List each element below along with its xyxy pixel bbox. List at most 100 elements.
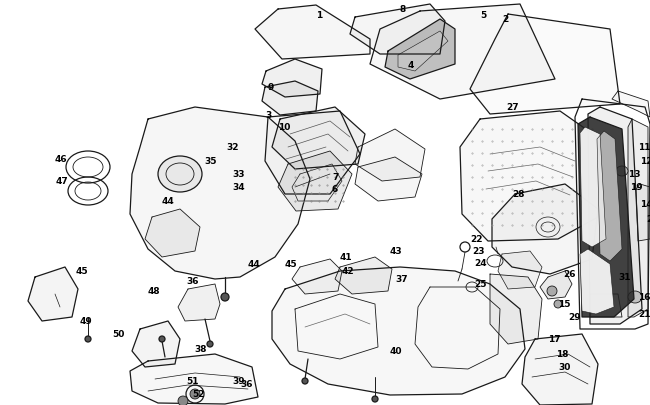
Text: 11: 11	[638, 143, 650, 152]
Text: 45: 45	[285, 260, 298, 269]
Text: 36: 36	[240, 379, 252, 388]
Polygon shape	[470, 15, 620, 115]
Text: 44: 44	[162, 197, 175, 206]
Text: 50: 50	[112, 330, 124, 339]
Text: 21: 21	[638, 310, 650, 319]
Polygon shape	[278, 151, 352, 211]
Text: 30: 30	[558, 362, 571, 371]
Ellipse shape	[628, 291, 642, 303]
Text: 35: 35	[204, 157, 216, 166]
Text: 36: 36	[186, 277, 198, 286]
Text: 15: 15	[558, 300, 571, 309]
Text: 25: 25	[474, 280, 486, 289]
Text: 23: 23	[472, 247, 484, 256]
Ellipse shape	[190, 389, 200, 399]
Polygon shape	[522, 334, 598, 405]
Ellipse shape	[302, 378, 308, 384]
Text: 39: 39	[232, 377, 244, 386]
Polygon shape	[350, 5, 445, 55]
Text: 19: 19	[630, 183, 643, 192]
Polygon shape	[398, 32, 448, 72]
Polygon shape	[540, 271, 572, 299]
Text: 32: 32	[226, 143, 239, 152]
Polygon shape	[492, 185, 598, 274]
Polygon shape	[578, 118, 634, 317]
Text: 31: 31	[618, 273, 630, 282]
Text: 48: 48	[148, 287, 161, 296]
Text: 18: 18	[556, 350, 569, 358]
Text: 37: 37	[395, 275, 408, 284]
Ellipse shape	[221, 293, 229, 301]
Text: 34: 34	[232, 183, 244, 192]
Text: 52: 52	[192, 390, 205, 399]
Polygon shape	[580, 128, 606, 247]
Text: 49: 49	[80, 317, 93, 326]
Ellipse shape	[207, 341, 213, 347]
Polygon shape	[335, 257, 392, 294]
Ellipse shape	[372, 396, 378, 402]
Text: 16: 16	[638, 293, 650, 302]
Text: 24: 24	[474, 259, 487, 268]
Text: 1: 1	[316, 11, 322, 19]
Text: 12: 12	[640, 157, 650, 166]
Text: 27: 27	[506, 103, 519, 112]
Text: 3: 3	[265, 110, 271, 119]
Polygon shape	[370, 5, 555, 100]
Text: 43: 43	[390, 247, 402, 256]
Polygon shape	[597, 132, 622, 261]
Polygon shape	[272, 267, 525, 395]
Polygon shape	[178, 284, 220, 321]
Polygon shape	[460, 112, 600, 241]
Polygon shape	[262, 60, 322, 98]
Polygon shape	[132, 321, 180, 367]
Text: 33: 33	[232, 170, 244, 179]
Polygon shape	[628, 120, 648, 317]
Text: 47: 47	[56, 177, 69, 186]
Ellipse shape	[158, 157, 202, 192]
Text: 8: 8	[400, 6, 406, 15]
Ellipse shape	[178, 396, 188, 405]
Text: 38: 38	[194, 345, 207, 354]
Polygon shape	[636, 185, 650, 241]
Text: 45: 45	[76, 267, 88, 276]
Text: 51: 51	[186, 377, 198, 386]
Polygon shape	[272, 108, 365, 170]
Ellipse shape	[547, 286, 557, 296]
Polygon shape	[355, 130, 425, 181]
Polygon shape	[130, 354, 258, 404]
Text: 42: 42	[342, 267, 355, 276]
Text: 22: 22	[470, 235, 482, 244]
Ellipse shape	[554, 300, 562, 308]
Text: 46: 46	[55, 155, 68, 164]
Polygon shape	[612, 92, 650, 118]
Text: 6: 6	[332, 185, 338, 194]
Text: 28: 28	[512, 190, 525, 199]
Text: 10: 10	[278, 123, 291, 132]
Polygon shape	[292, 259, 342, 294]
Text: 20: 20	[646, 215, 650, 224]
Text: 40: 40	[390, 347, 402, 356]
Text: 4: 4	[408, 60, 415, 69]
Polygon shape	[145, 209, 200, 257]
Text: 26: 26	[563, 270, 575, 279]
Polygon shape	[385, 20, 455, 80]
Ellipse shape	[85, 336, 91, 342]
Text: 41: 41	[340, 253, 352, 262]
Polygon shape	[262, 82, 318, 116]
Text: 14: 14	[640, 200, 650, 209]
Polygon shape	[28, 267, 78, 321]
Text: 7: 7	[332, 173, 339, 182]
Polygon shape	[130, 108, 310, 279]
Text: 13: 13	[628, 170, 640, 179]
Polygon shape	[255, 6, 370, 60]
Polygon shape	[355, 158, 422, 202]
Text: 5: 5	[480, 11, 486, 19]
Text: 9: 9	[268, 83, 274, 92]
Polygon shape	[588, 108, 642, 324]
Polygon shape	[580, 249, 614, 314]
Ellipse shape	[159, 336, 165, 342]
Polygon shape	[490, 274, 542, 344]
Polygon shape	[265, 112, 360, 194]
Ellipse shape	[616, 166, 628, 177]
Text: 44: 44	[248, 260, 261, 269]
